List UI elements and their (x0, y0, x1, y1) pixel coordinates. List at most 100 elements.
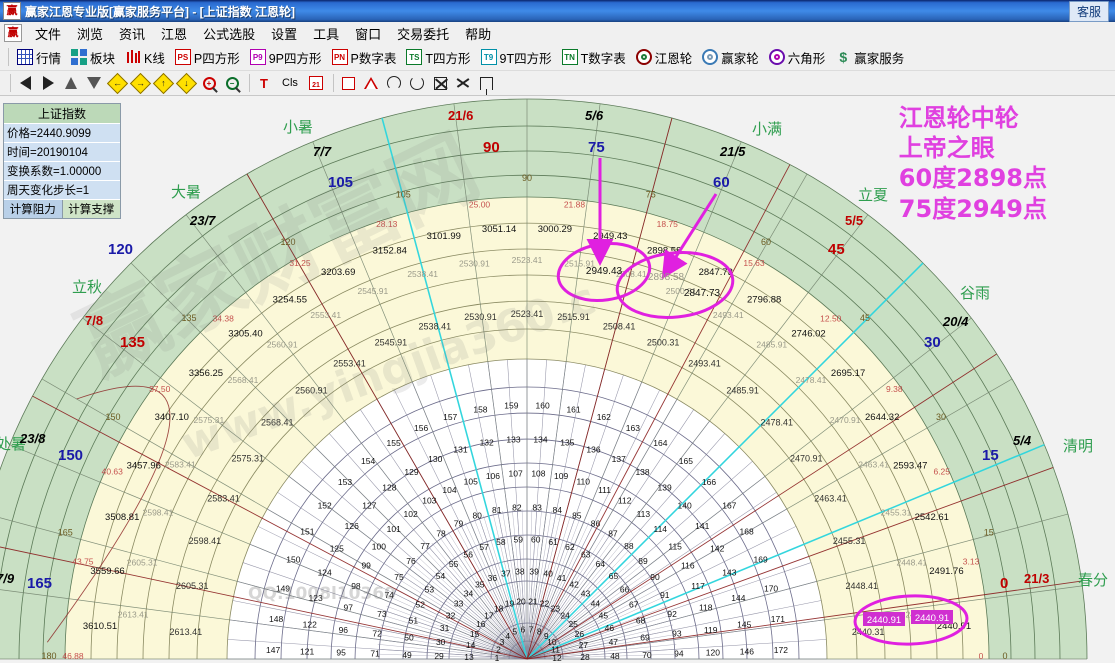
info-panel[interactable]: 上证指数 价格=2440.9099 时间=20190104 变换系数=1.000… (3, 103, 121, 219)
annotation-line-1: 江恩轮中轮 (898, 104, 1019, 132)
toolbar-button-hexagon[interactable]: 六角形 (765, 47, 830, 68)
svg-text:33: 33 (454, 599, 464, 609)
svg-text:108: 108 (531, 468, 545, 478)
svg-text:2478.41: 2478.41 (796, 375, 827, 385)
menu-item-settings[interactable]: 设置 (271, 26, 298, 42)
svg-text:119: 119 (704, 625, 718, 635)
svg-text:139: 139 (658, 482, 672, 492)
winner-wheel-icon (702, 49, 719, 65)
toolbar-button-9p-square[interactable]: P9 9P四方形 (246, 47, 326, 68)
toolbar-label: 六角形 (787, 51, 826, 66)
svg-text:2523.41: 2523.41 (512, 255, 543, 265)
svg-text:127: 127 (362, 501, 376, 511)
svg-text:145: 145 (737, 619, 751, 629)
toolbar-button-9t-square[interactable]: T9 9T四方形 (477, 47, 556, 68)
customer-service-button[interactable]: 客服 (1068, 0, 1109, 22)
svg-text:2463.41: 2463.41 (814, 493, 847, 503)
toolbar-button-winner-service[interactable]: $ 赢家服务 (831, 47, 908, 68)
zoom-out-icon[interactable]: − (222, 73, 242, 93)
diamond-right-icon[interactable]: → (129, 72, 151, 94)
diamond-left-icon[interactable]: ← (106, 72, 128, 94)
degree-label-90: 90 (483, 139, 500, 156)
svg-text:125: 125 (330, 543, 344, 553)
svg-text:85: 85 (572, 510, 582, 520)
svg-text:98: 98 (351, 581, 361, 591)
menu-item-trade-order[interactable]: 交易委托 (397, 26, 450, 42)
menu-item-news[interactable]: 资讯 (119, 26, 146, 42)
svg-text:131: 131 (453, 444, 467, 454)
toolbar-button-p-square[interactable]: PS P四方形 (171, 47, 244, 68)
diamond-up-icon[interactable]: ↑ (152, 72, 174, 94)
svg-text:97: 97 (344, 602, 354, 612)
svg-text:20: 20 (516, 596, 526, 606)
svg-text:154: 154 (361, 456, 375, 466)
crossed-box-icon[interactable] (430, 73, 450, 93)
svg-text:15.63: 15.63 (743, 258, 765, 268)
svg-text:96: 96 (339, 625, 349, 635)
svg-text:2493.41: 2493.41 (713, 310, 744, 320)
toolbar-button-quotes[interactable]: 行情 (13, 47, 65, 68)
toolbar-label: 9P四方形 (268, 51, 322, 66)
toolbar-button-p-number-table[interactable]: PN P数字表 (328, 47, 401, 68)
svg-text:105: 105 (396, 189, 411, 199)
svg-text:12.50: 12.50 (820, 314, 842, 324)
solar-term-label-dashu: 大暑 (171, 184, 202, 201)
svg-text:6: 6 (520, 624, 525, 634)
annotation-line-3: 60度2898点 (898, 164, 1047, 193)
draw-toolbar: ← → ↑ ↓ + − T Cls 21 (0, 71, 1115, 96)
solar-term-label-liqiu: 立秋 (72, 279, 103, 296)
svg-text:45: 45 (860, 313, 870, 323)
diamond-down-icon[interactable]: ↓ (175, 72, 197, 94)
toolbar-separator (8, 48, 9, 66)
svg-text:169: 169 (754, 554, 768, 564)
svg-text:88: 88 (624, 541, 634, 551)
axis-tool-icon[interactable]: T (260, 75, 268, 91)
menu-item-gann[interactable]: 江恩 (161, 26, 188, 42)
menu-item-browse[interactable]: 浏览 (77, 26, 104, 42)
arrow-left-icon[interactable] (15, 73, 35, 93)
arc-up-tool-icon[interactable] (384, 73, 404, 93)
svg-text:2553.41: 2553.41 (333, 359, 366, 369)
svg-text:70: 70 (642, 650, 652, 660)
toolbar-button-t-square[interactable]: TS T四方形 (402, 47, 474, 68)
svg-text:2508.41: 2508.41 (603, 322, 636, 332)
triangle-tool-icon[interactable] (361, 73, 381, 93)
svg-text:41: 41 (557, 573, 567, 583)
toolbar-button-sectors[interactable]: 板块 (67, 47, 119, 68)
svg-text:2530.91: 2530.91 (464, 312, 497, 322)
svg-text:2: 2 (496, 645, 501, 655)
svg-text:30: 30 (936, 412, 946, 422)
toolbar-button-t-number-table[interactable]: TN T数字表 (558, 47, 630, 68)
flag-tool-icon[interactable] (476, 73, 496, 95)
dollar-icon: $ (839, 49, 848, 65)
arrow-right-icon[interactable] (38, 73, 58, 93)
menu-item-tools[interactable]: 工具 (313, 26, 340, 42)
rectangle-tool-icon[interactable] (338, 73, 358, 93)
chart-workspace[interactable]: 赢家财富网 www.yingjia360.c QQ:1008l10360 015… (0, 96, 1115, 663)
arc-down-tool-icon[interactable] (407, 73, 427, 93)
star-cross-icon[interactable] (453, 73, 473, 93)
calc-support-button[interactable]: 计算支撑 (62, 200, 120, 218)
menu-item-file[interactable]: 文件 (35, 26, 62, 42)
info-row-factor: 变换系数=1.00000 (4, 162, 120, 181)
menu-item-help[interactable]: 帮助 (465, 26, 492, 42)
calc-resistance-button[interactable]: 计算阻力 (4, 200, 63, 218)
toolbar-button-kline[interactable]: K线 (121, 47, 169, 68)
svg-text:3559.66: 3559.66 (90, 566, 124, 577)
svg-text:122: 122 (303, 619, 317, 629)
svg-text:60: 60 (761, 237, 771, 247)
triangle-down-icon[interactable] (84, 73, 104, 93)
svg-text:116: 116 (681, 561, 695, 571)
menu-item-formula-stock-pick[interactable]: 公式选股 (203, 26, 256, 42)
calendar-icon[interactable]: 21 (306, 73, 326, 93)
menu-item-window[interactable]: 窗口 (355, 26, 382, 42)
toolbar-button-winner-wheel[interactable]: 赢家轮 (698, 47, 763, 68)
cls-button[interactable]: Cls (282, 77, 298, 89)
zoom-in-icon[interactable]: + (199, 73, 219, 93)
grid-icon (17, 49, 33, 65)
svg-text:114: 114 (653, 524, 667, 534)
toolbar-button-gann-wheel[interactable]: 江恩轮 (632, 47, 697, 68)
triangle-up-icon[interactable] (61, 73, 81, 93)
svg-text:1: 1 (495, 653, 500, 663)
